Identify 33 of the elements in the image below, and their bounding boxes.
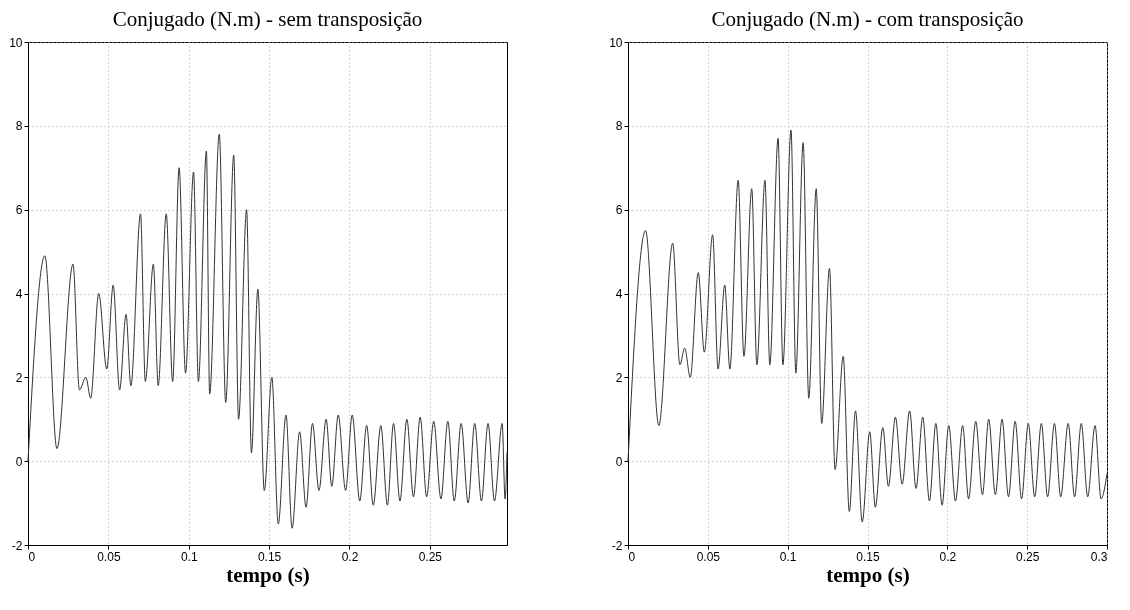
y-tick-label: -2: [11, 538, 23, 553]
chart-title: Conjugado (N.m) - com transposição: [711, 7, 1024, 31]
y-tick-label: -2: [611, 538, 623, 553]
x-tick-label: 0.2: [341, 549, 359, 564]
x-tick-label: 0.15: [856, 549, 880, 564]
y-tick-label: 4: [615, 287, 623, 301]
y-tick-label: 6: [615, 203, 623, 218]
y-tick-label: 8: [615, 119, 623, 134]
x-tick-label: 0.25: [418, 549, 443, 564]
x-tick-label: 0: [628, 549, 636, 564]
line-series: [627, 129, 1108, 523]
y-tick-label: 8: [15, 119, 23, 134]
y-tick-label: 2: [615, 370, 623, 385]
y-tick-label: 4: [15, 287, 23, 301]
x-tick-label: 0.25: [1015, 549, 1040, 564]
x-axis-title: tempo (s): [826, 562, 910, 587]
x-tick-label: 0.05: [97, 549, 121, 564]
y-tick-label: 0: [15, 454, 23, 469]
y-tick-label: 10: [9, 35, 23, 50]
y-tick-label: 0: [615, 454, 623, 469]
x-tick-label: 0.1: [779, 549, 797, 564]
x-tick-label: 0: [28, 549, 36, 564]
x-tick-label: 0.15: [257, 549, 282, 564]
y-tick-label: 6: [15, 203, 23, 218]
line-series: [27, 133, 508, 529]
x-tick-label: 0.3: [1090, 549, 1108, 564]
y-tick-label: 2: [15, 370, 23, 385]
x-tick-label: 0.05: [696, 549, 721, 564]
y-tick-label: 10: [609, 35, 623, 50]
chart-title: Conjugado (N.m) - sem transposição: [112, 7, 423, 31]
x-axis-title: tempo (s): [226, 562, 310, 587]
x-tick-label: 0.1: [180, 549, 198, 564]
x-tick-label: 0.2: [939, 549, 957, 564]
